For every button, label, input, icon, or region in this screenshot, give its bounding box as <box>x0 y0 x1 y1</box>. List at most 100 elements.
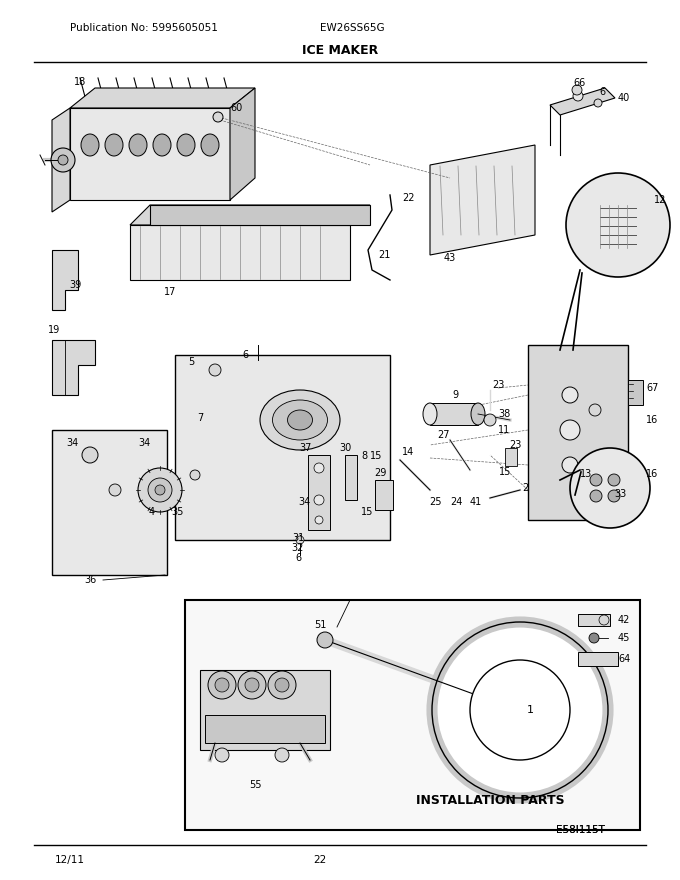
Text: 13: 13 <box>580 469 592 479</box>
Text: 23: 23 <box>509 440 521 450</box>
Text: 41: 41 <box>470 497 482 507</box>
Text: 19: 19 <box>48 325 61 335</box>
Circle shape <box>190 470 200 480</box>
Bar <box>528 345 628 520</box>
Polygon shape <box>52 250 78 310</box>
Text: 12: 12 <box>654 195 666 205</box>
Text: 34: 34 <box>298 497 310 507</box>
Circle shape <box>268 671 296 699</box>
Circle shape <box>317 632 333 648</box>
Circle shape <box>315 516 323 524</box>
Text: 6: 6 <box>242 350 248 360</box>
Circle shape <box>155 485 165 495</box>
Bar <box>52 430 167 575</box>
Circle shape <box>275 748 289 762</box>
Text: 25: 25 <box>429 497 441 507</box>
Circle shape <box>589 633 599 643</box>
Text: 2: 2 <box>522 483 528 493</box>
Ellipse shape <box>177 134 195 156</box>
Circle shape <box>590 474 602 486</box>
Text: 14: 14 <box>402 447 414 457</box>
Text: 42: 42 <box>618 615 630 625</box>
Ellipse shape <box>273 400 328 440</box>
Ellipse shape <box>471 403 485 425</box>
Circle shape <box>82 447 98 463</box>
Circle shape <box>573 91 583 101</box>
Circle shape <box>215 678 229 692</box>
Bar <box>578 652 618 666</box>
Bar <box>488 693 510 707</box>
Bar <box>205 715 325 743</box>
Text: EW26SS65G: EW26SS65G <box>320 23 385 33</box>
Ellipse shape <box>260 390 340 450</box>
Text: 31: 31 <box>292 533 304 543</box>
Text: 16: 16 <box>646 469 658 479</box>
Polygon shape <box>70 108 230 200</box>
Circle shape <box>599 615 609 625</box>
Circle shape <box>238 671 266 699</box>
Circle shape <box>572 85 582 95</box>
Polygon shape <box>550 88 615 115</box>
Circle shape <box>275 678 289 692</box>
Circle shape <box>484 414 496 426</box>
Text: 45: 45 <box>618 633 630 643</box>
Text: 9: 9 <box>452 390 458 400</box>
Polygon shape <box>52 108 70 212</box>
Text: 43: 43 <box>444 253 456 263</box>
Text: 18: 18 <box>74 77 86 87</box>
Ellipse shape <box>423 403 437 425</box>
Circle shape <box>148 478 172 502</box>
Text: 1: 1 <box>526 705 534 715</box>
Polygon shape <box>150 205 370 225</box>
Text: 35: 35 <box>172 507 184 517</box>
Circle shape <box>562 387 578 403</box>
Text: 24: 24 <box>449 497 462 507</box>
Circle shape <box>208 671 236 699</box>
Circle shape <box>608 490 620 502</box>
Text: 55: 55 <box>249 780 261 790</box>
Bar <box>578 614 610 626</box>
Text: 15: 15 <box>499 467 511 477</box>
Text: 64: 64 <box>618 654 630 664</box>
Circle shape <box>215 748 229 762</box>
Text: 51: 51 <box>313 620 326 630</box>
Circle shape <box>470 660 570 760</box>
Text: 38: 38 <box>498 409 510 419</box>
Text: 6: 6 <box>295 553 301 563</box>
Text: 23: 23 <box>492 380 504 390</box>
Bar <box>345 455 357 500</box>
Text: 32: 32 <box>292 543 304 553</box>
Text: 60: 60 <box>230 103 242 113</box>
Bar <box>175 355 390 540</box>
Bar <box>200 670 330 750</box>
Text: 8: 8 <box>361 451 367 461</box>
Circle shape <box>213 112 223 122</box>
Circle shape <box>570 448 650 528</box>
Text: 5: 5 <box>188 357 194 367</box>
Text: 33: 33 <box>614 489 626 499</box>
Text: 17: 17 <box>164 287 176 297</box>
Circle shape <box>314 463 324 473</box>
Text: 67: 67 <box>646 383 658 393</box>
Text: 27: 27 <box>438 430 450 440</box>
Polygon shape <box>70 88 255 108</box>
Circle shape <box>589 404 601 416</box>
Polygon shape <box>130 225 350 280</box>
Text: E58I115T: E58I115T <box>556 825 605 835</box>
Circle shape <box>590 490 602 502</box>
Circle shape <box>562 457 578 473</box>
Bar <box>628 380 643 405</box>
Ellipse shape <box>105 134 123 156</box>
Text: 6: 6 <box>599 87 605 97</box>
Text: 15: 15 <box>370 451 382 461</box>
Circle shape <box>58 155 68 165</box>
Text: 37: 37 <box>300 443 312 453</box>
Polygon shape <box>230 88 255 200</box>
Text: 21: 21 <box>378 250 390 260</box>
Text: 15: 15 <box>361 507 373 517</box>
Ellipse shape <box>288 410 313 430</box>
Text: 7: 7 <box>197 413 203 423</box>
Circle shape <box>608 474 620 486</box>
Text: 12/11: 12/11 <box>55 855 85 865</box>
Text: E58I115T: E58I115T <box>556 825 605 835</box>
